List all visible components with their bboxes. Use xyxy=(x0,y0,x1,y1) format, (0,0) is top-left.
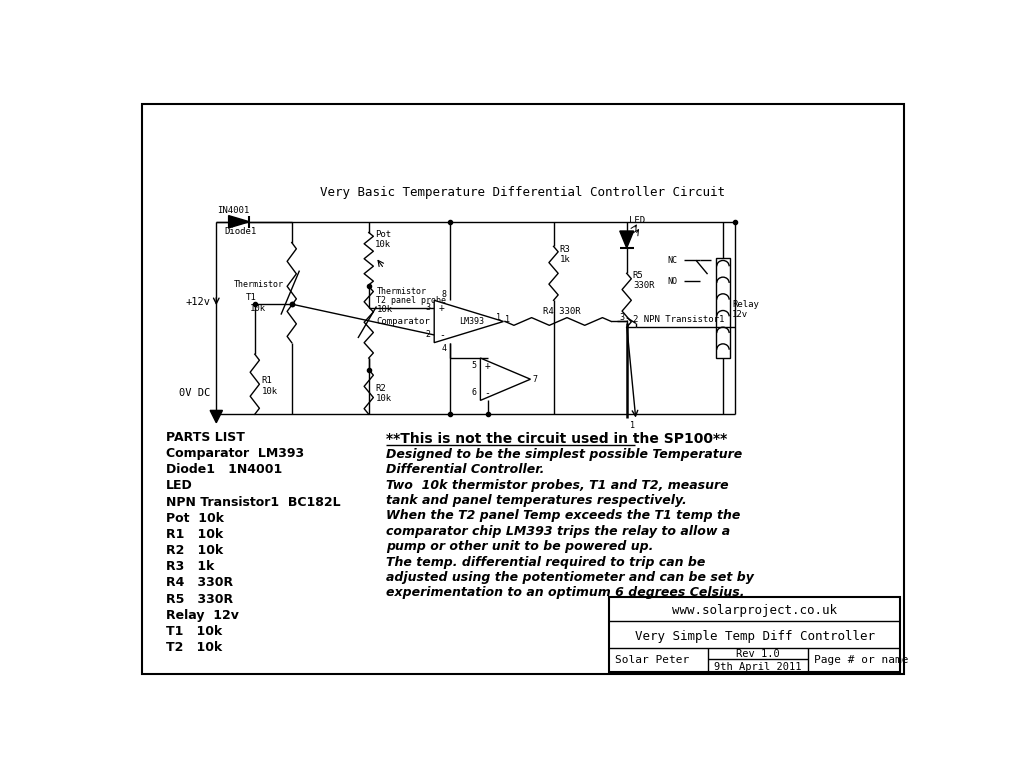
Text: Designed to be the simplest possible Temperature: Designed to be the simplest possible Tem… xyxy=(385,448,741,460)
Text: NO: NO xyxy=(666,276,677,286)
Text: T1: T1 xyxy=(246,293,256,303)
Text: Differential Controller.: Differential Controller. xyxy=(385,464,543,476)
Text: **This is not the circuit used in the SP100**: **This is not the circuit used in the SP… xyxy=(385,432,727,446)
Text: Relay  12v: Relay 12v xyxy=(166,609,238,621)
Text: Solar Peter: Solar Peter xyxy=(614,655,689,665)
Text: Page # or name: Page # or name xyxy=(813,655,908,665)
Text: R2: R2 xyxy=(375,383,386,393)
Text: IN4001: IN4001 xyxy=(217,206,249,216)
Text: T2 panel probe: T2 panel probe xyxy=(376,296,446,305)
Text: 1: 1 xyxy=(495,313,500,322)
Text: 3: 3 xyxy=(619,313,624,322)
Text: Rev 1.0: Rev 1.0 xyxy=(735,649,779,658)
Text: LED: LED xyxy=(166,480,193,492)
Text: T2   10k: T2 10k xyxy=(166,641,222,654)
Text: Diode1: Diode1 xyxy=(224,227,256,236)
Text: LED: LED xyxy=(629,216,644,225)
Text: R1   10k: R1 10k xyxy=(166,528,223,541)
Text: 5: 5 xyxy=(471,361,476,370)
Text: 330R: 330R xyxy=(632,281,654,290)
Text: NC: NC xyxy=(666,256,677,265)
Text: 2: 2 xyxy=(425,330,430,340)
Text: -: - xyxy=(484,388,490,397)
Text: R2   10k: R2 10k xyxy=(166,544,223,557)
Text: 3: 3 xyxy=(425,303,430,313)
Text: 1k: 1k xyxy=(559,255,570,264)
Text: PARTS LIST: PARTS LIST xyxy=(166,431,245,444)
Text: 8: 8 xyxy=(441,290,446,299)
Text: 10k: 10k xyxy=(376,305,392,314)
Text: Thermistor: Thermistor xyxy=(376,286,426,296)
Text: R3: R3 xyxy=(559,245,570,254)
Text: Comparator: Comparator xyxy=(376,317,430,326)
Text: 4: 4 xyxy=(441,344,446,353)
Polygon shape xyxy=(620,231,633,248)
Text: 10k: 10k xyxy=(262,387,277,396)
Text: 9th April 2011: 9th April 2011 xyxy=(713,662,801,671)
Text: Pot  10k: Pot 10k xyxy=(166,512,224,524)
Text: Very Basic Temperature Differential Controller Circuit: Very Basic Temperature Differential Cont… xyxy=(320,186,725,199)
Text: Thermistor: Thermistor xyxy=(233,280,283,290)
Text: Very Simple Temp Diff Controller: Very Simple Temp Diff Controller xyxy=(634,631,873,643)
Text: -: - xyxy=(438,330,444,340)
Text: LM393: LM393 xyxy=(459,317,483,326)
Text: T1   10k: T1 10k xyxy=(166,625,222,638)
Polygon shape xyxy=(434,300,503,343)
Text: +: + xyxy=(438,303,444,313)
Text: pump or other unit to be powered up.: pump or other unit to be powered up. xyxy=(385,541,652,553)
Text: experimentation to an optimum 6 degrees Celsius.: experimentation to an optimum 6 degrees … xyxy=(385,587,744,599)
Text: 12v: 12v xyxy=(732,310,748,320)
Text: R3   1k: R3 1k xyxy=(166,561,214,573)
Text: comparator chip LM393 trips the relay to allow a: comparator chip LM393 trips the relay to… xyxy=(385,525,730,537)
Text: NPN Transistor1  BC182L: NPN Transistor1 BC182L xyxy=(166,496,340,508)
Text: Pot: Pot xyxy=(375,230,390,239)
Text: Comparator  LM393: Comparator LM393 xyxy=(166,447,304,460)
Text: Two  10k thermistor probes, T1 and T2, measure: Two 10k thermistor probes, T1 and T2, me… xyxy=(385,479,728,491)
Text: 10k: 10k xyxy=(375,240,390,249)
Text: tank and panel temperatures respectively.: tank and panel temperatures respectively… xyxy=(385,494,686,507)
Polygon shape xyxy=(210,410,222,423)
Text: When the T2 panel Temp exceeds the T1 temp the: When the T2 panel Temp exceeds the T1 te… xyxy=(385,510,740,522)
Polygon shape xyxy=(228,216,250,228)
Text: +: + xyxy=(484,361,490,370)
Text: 1: 1 xyxy=(504,316,510,324)
Text: 7: 7 xyxy=(532,375,536,383)
Text: www.solarproject.co.uk: www.solarproject.co.uk xyxy=(672,604,837,617)
Text: Relay: Relay xyxy=(732,300,758,309)
Bar xyxy=(608,597,899,672)
Text: R4 330R: R4 330R xyxy=(542,307,580,316)
Text: R4   330R: R4 330R xyxy=(166,577,233,589)
Text: 0V DC: 0V DC xyxy=(179,388,210,397)
Text: The temp. differential required to trip can be: The temp. differential required to trip … xyxy=(385,556,704,568)
Polygon shape xyxy=(480,358,530,400)
Text: R5: R5 xyxy=(632,271,643,280)
Text: 10k: 10k xyxy=(250,304,265,313)
Bar xyxy=(715,258,730,358)
Text: R1: R1 xyxy=(262,376,272,385)
Text: Diode1   1N4001: Diode1 1N4001 xyxy=(166,464,282,476)
Text: +12v: +12v xyxy=(185,297,210,306)
Text: 2 NPN Transistor1: 2 NPN Transistor1 xyxy=(632,316,723,324)
Text: 1: 1 xyxy=(629,420,634,430)
Text: R5   330R: R5 330R xyxy=(166,593,233,605)
Text: 10k: 10k xyxy=(375,394,391,403)
Text: 6: 6 xyxy=(471,388,476,397)
Text: adjusted using the potentiometer and can be set by: adjusted using the potentiometer and can… xyxy=(385,571,753,584)
